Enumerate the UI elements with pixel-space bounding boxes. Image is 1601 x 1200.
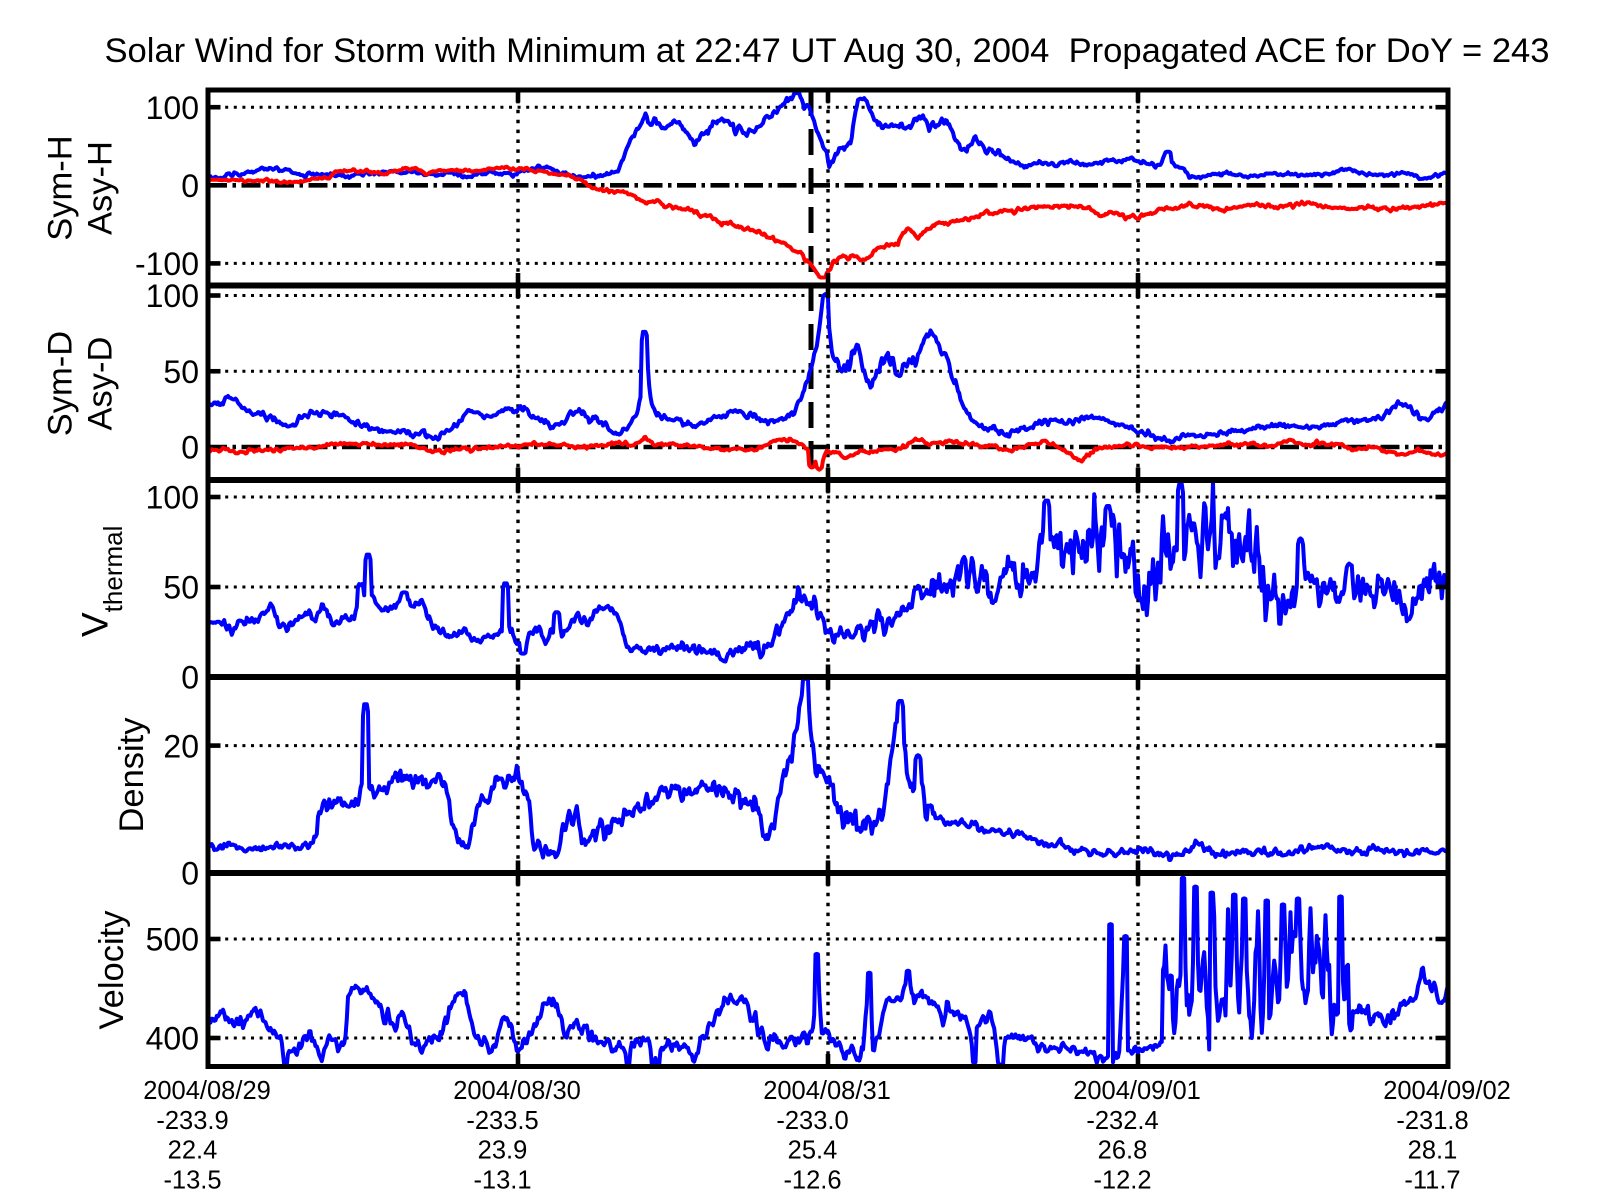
svg-text:25.4: 25.4	[788, 1137, 838, 1165]
svg-text:Asy-H: Asy-H	[82, 141, 120, 235]
svg-text:-11.7: -11.7	[1404, 1167, 1460, 1195]
svg-text:20: 20	[163, 728, 199, 764]
svg-text:-12.6: -12.6	[783, 1167, 841, 1195]
svg-text:-232.4: -232.4	[1086, 1107, 1158, 1135]
svg-text:50: 50	[163, 354, 199, 390]
svg-text:Sym-H: Sym-H	[42, 135, 80, 240]
svg-text:Solar Wind for Storm with Mini: Solar Wind for Storm with Minimum at 22:…	[104, 32, 1549, 70]
svg-text:2004/09/02: 2004/09/02	[1383, 1077, 1511, 1105]
svg-text:0: 0	[181, 430, 199, 466]
svg-text:23.9: 23.9	[478, 1137, 528, 1165]
svg-text:100: 100	[146, 278, 199, 314]
svg-text:Asy-D: Asy-D	[82, 337, 120, 431]
svg-text:Sym-D: Sym-D	[42, 331, 80, 436]
svg-text:0: 0	[181, 168, 199, 204]
svg-text:0: 0	[181, 856, 199, 892]
svg-text:22.4: 22.4	[168, 1137, 218, 1165]
svg-text:-13.5: -13.5	[163, 1167, 221, 1195]
svg-text:-100: -100	[135, 246, 199, 282]
svg-text:Velocity: Velocity	[93, 910, 131, 1030]
svg-text:50: 50	[163, 570, 199, 606]
svg-text:500: 500	[146, 922, 199, 958]
svg-text:400: 400	[146, 1021, 199, 1057]
svg-text:26.8: 26.8	[1098, 1137, 1148, 1165]
svg-text:28.1: 28.1	[1408, 1137, 1458, 1165]
svg-text:-231.8: -231.8	[1396, 1107, 1468, 1135]
svg-text:-13.1: -13.1	[473, 1167, 531, 1195]
svg-text:Density: Density	[113, 717, 151, 833]
svg-text:-12.2: -12.2	[1093, 1167, 1151, 1195]
svg-text:2004/08/30: 2004/08/30	[453, 1077, 581, 1105]
svg-text:-233.5: -233.5	[466, 1107, 538, 1135]
svg-text:0: 0	[181, 660, 199, 696]
svg-text:2004/08/29: 2004/08/29	[143, 1077, 271, 1105]
svg-text:-233.0: -233.0	[776, 1107, 848, 1135]
svg-text:100: 100	[146, 90, 199, 126]
svg-text:2004/09/01: 2004/09/01	[1073, 1077, 1201, 1105]
svg-text:100: 100	[146, 480, 199, 516]
svg-text:-233.9: -233.9	[156, 1107, 228, 1135]
svg-text:2004/08/31: 2004/08/31	[763, 1077, 891, 1105]
